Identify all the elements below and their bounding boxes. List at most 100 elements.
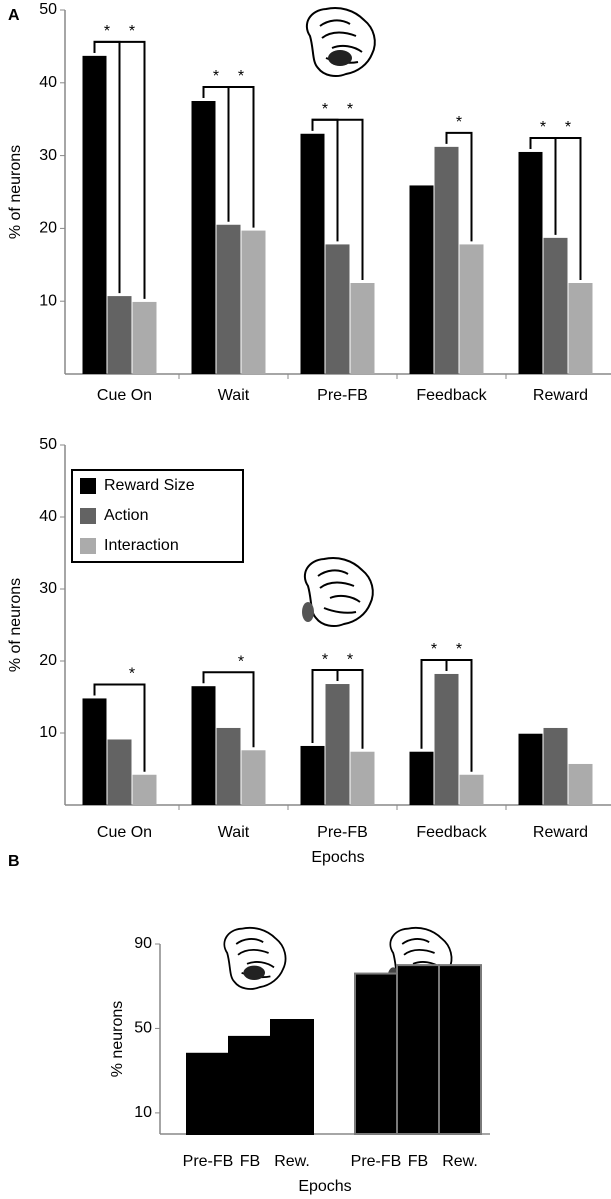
y-tick-label: 30 [39,580,57,597]
significance-bracket [202,671,255,748]
y-axis-label: % neurons [109,1001,126,1078]
bar [132,774,157,805]
x-tick-label: Reward [533,824,588,841]
x-tick-label: FB [408,1153,428,1170]
bar [186,1052,230,1136]
bar [543,237,568,374]
significance-label: * [322,101,328,118]
significance-label: * [322,651,328,668]
bar [543,727,568,805]
legend-swatch [80,538,96,554]
x-axis-label: Epochs [311,849,364,866]
bar [132,301,157,374]
significance-label: * [238,653,244,670]
bar [438,964,482,1135]
bar [107,739,132,805]
bar [518,733,543,805]
significance-label: * [456,641,462,658]
bar [325,244,350,374]
y-tick-label: 50 [39,1,57,18]
significance-label: * [213,68,219,85]
x-tick-label: Feedback [416,824,487,841]
bar [216,727,241,805]
bar [518,151,543,374]
bar [459,774,484,805]
x-tick-label: FB [240,1153,260,1170]
x-tick-label: Rew. [274,1153,310,1170]
y-tick-label: 40 [39,508,57,525]
bar [325,684,350,805]
x-tick-label: Rew. [442,1153,478,1170]
bar [191,101,216,374]
legend-label: Interaction [104,537,179,554]
y-axis-label: % of neurons [7,145,24,239]
bar [568,763,593,805]
significance-label: * [104,23,110,40]
significance-bracket [445,131,473,242]
significance-label: * [129,666,135,683]
x-tick-label: Pre-FB [317,387,368,404]
bar [568,283,593,374]
x-tick-label: Feedback [416,387,487,404]
bar [409,185,434,374]
significance-bracket [93,40,146,299]
x-tick-label: Cue On [97,387,152,404]
bar [434,146,459,374]
significance-bracket [202,86,255,228]
y-axis-label: % of neurons [7,578,24,672]
bar [396,964,440,1135]
bar [191,686,216,805]
significance-bracket [336,669,364,749]
bar [350,751,375,805]
significance-label: * [129,23,135,40]
bar [107,296,132,374]
significance-label: * [431,641,437,658]
bar [300,745,325,805]
x-tick-label: Wait [218,824,250,841]
bar [216,224,241,374]
bar [434,673,459,805]
x-axis-label: Epochs [298,1178,351,1195]
panel-label: B [8,853,20,870]
bar [241,230,266,374]
brain-region [243,965,265,980]
y-tick-label: 40 [39,74,57,91]
brain-outline [303,557,374,627]
y-tick-label: 10 [39,724,57,741]
bar [300,133,325,374]
significance-bracket [311,118,364,280]
significance-label: * [238,68,244,85]
y-tick-label: 10 [39,292,57,309]
bar [241,750,266,805]
x-tick-label: Wait [218,387,250,404]
significance-bracket [93,683,146,772]
bar [409,751,434,805]
significance-label: * [540,119,546,136]
y-tick-label: 10 [134,1104,152,1121]
x-tick-label: Cue On [97,824,152,841]
brain-region [328,50,352,66]
y-tick-label: 90 [134,935,152,952]
brain-icon [302,557,374,627]
significance-bracket [445,658,473,772]
significance-bracket [529,136,582,280]
x-tick-label: Pre-FB [183,1153,234,1170]
significance-label: * [347,651,353,668]
y-tick-label: 50 [134,1020,152,1037]
bar [228,1035,272,1136]
legend-label: Action [104,507,148,524]
brain-icon [305,7,376,77]
legend-label: Reward Size [104,477,195,494]
legend-box [71,469,244,563]
panel-label: A [8,7,20,24]
bar [82,55,107,374]
significance-label: * [565,119,571,136]
brain-icon [223,926,287,990]
x-tick-label: Pre-FB [351,1153,402,1170]
y-tick-label: 20 [39,652,57,669]
significance-label: * [347,101,353,118]
legend-swatch [80,508,96,524]
bar [82,698,107,805]
x-tick-label: Pre-FB [317,824,368,841]
